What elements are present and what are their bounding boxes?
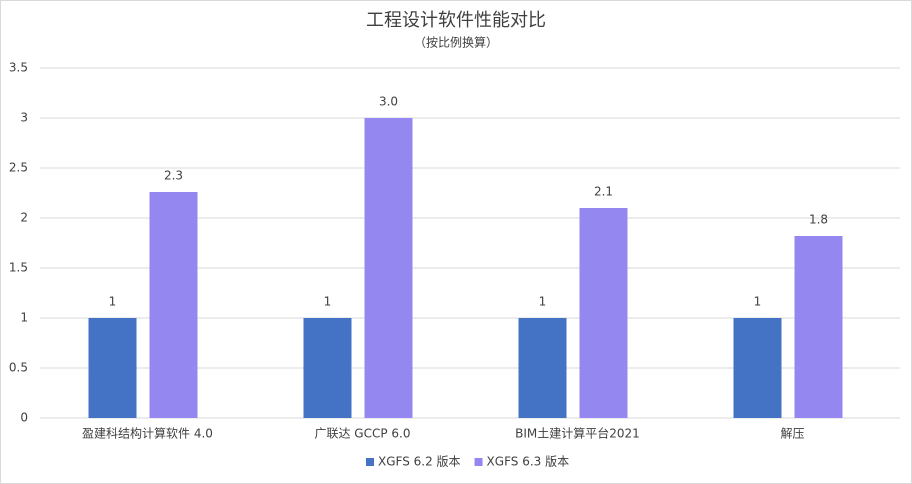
x-tick-label: 盈建科结构计算软件 4.0 xyxy=(82,426,213,441)
bar xyxy=(518,318,567,418)
x-tick-label: BIM土建计算平台2021 xyxy=(515,426,640,441)
data-label: 1 xyxy=(109,295,117,309)
bar xyxy=(149,192,198,418)
y-tick-label: 0.5 xyxy=(9,361,28,375)
bar xyxy=(88,318,137,418)
data-label: 1 xyxy=(754,295,762,309)
y-tick-label: 2.5 xyxy=(9,161,28,175)
x-tick-label: 广联达 GCCP 6.0 xyxy=(314,427,410,441)
y-tick-label: 1 xyxy=(20,311,28,325)
bar xyxy=(303,318,352,418)
bar xyxy=(794,236,843,418)
y-tick-label: 2 xyxy=(20,211,28,225)
data-label: 2.1 xyxy=(594,185,613,199)
y-tick-label: 3.5 xyxy=(9,61,28,75)
legend-label: XGFS 6.3 版本 xyxy=(487,455,570,469)
data-label: 1.8 xyxy=(809,213,828,227)
chart-subtitle: （按比例换算） xyxy=(414,35,498,50)
bar xyxy=(364,118,413,418)
y-tick-label: 3 xyxy=(20,111,28,125)
x-tick-label: 解压 xyxy=(780,427,804,441)
data-label: 1 xyxy=(324,295,332,309)
y-tick-label: 1.5 xyxy=(9,261,28,275)
legend-label: XGFS 6.2 版本 xyxy=(378,455,461,469)
data-label: 1 xyxy=(539,295,547,309)
bar xyxy=(579,208,628,418)
chart-title: 工程设计软件性能对比 xyxy=(366,10,546,31)
legend-swatch xyxy=(366,458,374,466)
bar xyxy=(733,318,782,418)
data-label: 2.3 xyxy=(164,169,183,183)
legend-swatch xyxy=(474,458,483,466)
y-tick-label: 0 xyxy=(20,411,28,425)
data-label: 3.0 xyxy=(379,95,398,109)
